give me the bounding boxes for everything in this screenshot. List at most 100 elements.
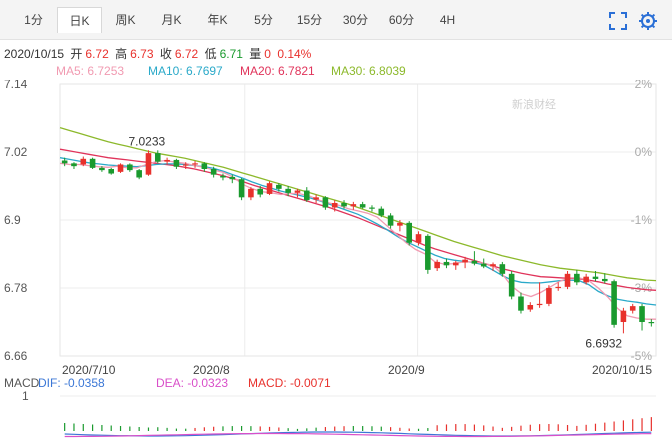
tab-4[interactable]: 年K	[207, 13, 228, 27]
candle	[555, 282, 562, 291]
tab-5[interactable]: 5分	[254, 13, 273, 27]
candle	[387, 213, 394, 229]
candle	[276, 183, 282, 192]
candle-body	[276, 184, 282, 189]
candle	[341, 200, 347, 209]
fullscreen-icon[interactable]	[609, 12, 627, 30]
kline-chart[interactable]: 新浪财经 7.14 2%7.02 0%6.9 -1%6.78 -3%6.66 -5%202…	[0, 80, 672, 438]
y-tick-label: 6.78	[4, 281, 28, 295]
chart-grid	[59, 83, 657, 357]
x-tick-label: 2020/8	[193, 363, 230, 377]
candle	[359, 201, 366, 209]
candle-body	[257, 188, 264, 195]
pct-tick-label: 2%	[635, 80, 653, 91]
ma10-label: MA10: 6.7697	[148, 64, 223, 78]
ma5-label: MA5: 6.7253	[56, 64, 125, 78]
candle-body	[499, 264, 506, 274]
candle-body	[387, 215, 394, 226]
candle-body	[136, 170, 142, 178]
candle	[164, 157, 170, 165]
candle-body	[471, 260, 478, 264]
period-tabs: 1分 日K 周K 月K 年K 5分 15分 30分 60分 4H	[11, 7, 471, 33]
candle	[425, 234, 431, 274]
candle-body	[452, 262, 459, 266]
candle-body	[322, 197, 329, 208]
ma10-line	[59, 157, 657, 306]
candle-body	[71, 163, 77, 167]
candle-body	[192, 163, 198, 165]
candle-body	[99, 167, 105, 171]
candle	[257, 186, 264, 198]
candle	[145, 150, 152, 176]
candle-body	[574, 273, 580, 283]
candle-body	[117, 164, 124, 172]
tab-7[interactable]: 30分	[342, 13, 369, 27]
dea-line	[64, 432, 652, 438]
tab-0[interactable]: 1分	[24, 13, 43, 27]
candle	[518, 292, 524, 314]
candle-body	[313, 197, 319, 200]
close-label: 收	[159, 47, 172, 61]
candle-body	[629, 306, 636, 311]
tab-6[interactable]: 15分	[296, 13, 323, 27]
candle	[89, 157, 96, 169]
candle-body	[173, 159, 180, 167]
candle	[499, 261, 506, 277]
low-label: 低	[204, 47, 217, 61]
candle	[182, 162, 189, 169]
candle-body	[546, 288, 552, 304]
candle	[564, 271, 571, 290]
candle	[397, 220, 403, 232]
candle-body	[201, 163, 208, 169]
candle	[210, 166, 217, 178]
plot-border	[59, 83, 657, 357]
open-value: 6.72	[85, 47, 109, 61]
ma5-line	[59, 159, 656, 320]
y-tick-label: 6.66	[4, 349, 28, 363]
candle-body	[592, 276, 599, 279]
tab-1[interactable]: 日K	[57, 7, 102, 33]
candle-body	[480, 263, 487, 267]
candle	[331, 200, 338, 212]
candle	[620, 307, 627, 334]
candle-body	[527, 305, 534, 310]
candle	[546, 285, 552, 307]
settings-icon[interactable]	[638, 11, 658, 31]
ma30-label: MA30: 6.8039	[331, 64, 406, 78]
candle-body	[518, 296, 524, 311]
candle	[508, 271, 515, 300]
candle-body	[490, 264, 496, 267]
candle	[443, 258, 450, 269]
candle-body	[89, 158, 96, 168]
candle	[639, 303, 645, 331]
y-tick-label: 7.02	[4, 145, 28, 159]
watermark: 新浪财经	[512, 97, 556, 111]
candle	[536, 282, 543, 308]
candle	[434, 259, 440, 271]
candle	[406, 221, 413, 246]
high-label: 高	[115, 47, 128, 61]
candle-body	[378, 208, 385, 216]
candle	[238, 178, 245, 201]
candle	[201, 162, 208, 172]
candle	[629, 303, 636, 314]
candle-body	[406, 222, 413, 243]
macd-title: MACD	[4, 376, 40, 390]
tab-2[interactable]: 周K	[115, 13, 136, 27]
pct-tick-label: -5%	[631, 349, 653, 363]
tab-3[interactable]: 月K	[161, 13, 182, 27]
candle-body	[145, 153, 152, 175]
candle-body	[369, 207, 375, 209]
candle-body	[620, 310, 627, 322]
tab-9[interactable]: 4H	[439, 13, 456, 27]
volume-label: 量	[249, 47, 262, 61]
low-value: 6.71	[219, 47, 243, 61]
candle-body	[266, 183, 273, 194]
candle	[583, 273, 589, 285]
tab-8[interactable]: 60分	[388, 13, 415, 27]
candle-body	[462, 259, 468, 263]
candle	[415, 231, 422, 246]
candle	[303, 187, 310, 202]
x-tick-label: 2020/10/15	[592, 363, 652, 377]
y-tick-label: 7.14	[4, 80, 28, 91]
